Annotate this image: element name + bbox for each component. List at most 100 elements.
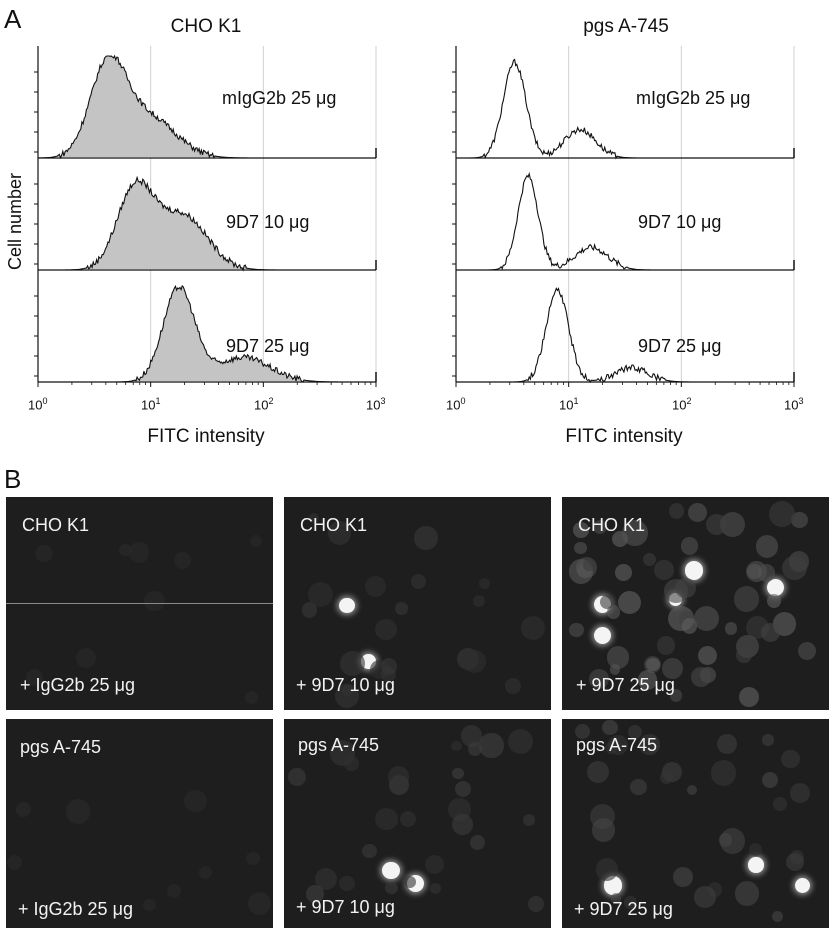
cell-spot [669, 689, 683, 702]
cell-spot [521, 616, 546, 641]
cell-spot [668, 503, 685, 519]
micrograph-pgs-9d7-25: pgs A-745 + 9D7 25 μg [562, 719, 829, 928]
histogram-outline-curve [456, 287, 794, 384]
cell-spot [606, 646, 630, 669]
cell-spot [248, 891, 272, 916]
micrograph-top-label: pgs A-745 [576, 735, 658, 755]
cell-spot [387, 765, 410, 788]
cell-spot [174, 552, 191, 569]
x-tick-right-3: 103 [784, 396, 804, 413]
cell-spot [522, 813, 535, 827]
cell-spot [470, 834, 486, 850]
histogram-filled-curve [38, 284, 376, 383]
cell-spot [627, 725, 643, 740]
cell-spot [591, 818, 616, 842]
cell-spot [375, 618, 397, 641]
micrograph-cho-k1-9d7-10: CHO K1 + 9D7 10 μg [284, 497, 551, 710]
cell-spot [583, 558, 595, 571]
cell-spot [761, 622, 781, 643]
cell-spot [505, 678, 521, 695]
cell-spot [143, 898, 156, 912]
cell-spot [430, 883, 441, 894]
cell-spot [672, 866, 694, 888]
bright-cell [766, 579, 784, 597]
cell-spot [786, 853, 805, 872]
cell-spot [574, 723, 590, 739]
histogram-column-pgs-a745 [452, 46, 795, 387]
cell-spot [143, 590, 165, 612]
cell-spot [15, 802, 31, 818]
cell-spot [128, 542, 150, 563]
cell-spot [343, 756, 359, 772]
cell-spot [460, 725, 483, 747]
cell-spot [757, 564, 775, 582]
cell-spot [569, 622, 584, 638]
cell-spot [697, 646, 718, 666]
cell-spot [385, 881, 398, 895]
row-label-right-2: 9D7 10 μg [638, 212, 722, 232]
cell-spot [769, 501, 796, 528]
cell-spot [65, 799, 91, 824]
bright-cell [603, 876, 622, 895]
cell-spot [781, 749, 800, 769]
cell-spot [643, 552, 657, 566]
panel-a-letter: A [4, 4, 22, 34]
row-label-left-2: 9D7 10 μg [226, 212, 310, 232]
x-tick-right-1: 101 [559, 396, 579, 413]
micrograph-top-label: CHO K1 [22, 515, 90, 535]
cell-spot [411, 574, 426, 589]
cell-spot [762, 772, 779, 789]
cell-spot [574, 541, 587, 555]
cell-spot [630, 778, 648, 796]
cell-spot [455, 780, 472, 797]
bright-cell [685, 561, 704, 580]
column-title-pgs-a745: pgs A-745 [583, 16, 669, 37]
cell-spot [308, 513, 320, 524]
cell-spot [380, 658, 398, 675]
cell-spot [749, 842, 762, 856]
cell-spot [198, 866, 212, 879]
row-label-left-1: mIgG2b 25 μg [222, 88, 337, 108]
x-tick-left-2: 102 [254, 396, 274, 413]
cell-spot [617, 591, 641, 615]
cell-spot [608, 735, 628, 755]
cell-spot [659, 770, 673, 784]
cell-spot [680, 536, 699, 555]
cell-spot [725, 622, 738, 635]
cell-spot [301, 602, 318, 618]
cell-spot [599, 594, 615, 609]
cell-spot [592, 520, 608, 535]
cell-spot [686, 785, 697, 796]
cell-spot [646, 657, 660, 671]
row-label-left-3: 9D7 25 μg [226, 336, 310, 356]
micrograph-bottom-label: + 9D7 10 μg [296, 675, 395, 695]
x-tick-right-2: 102 [672, 396, 692, 413]
row-label-right-3: 9D7 25 μg [638, 336, 722, 356]
histogram-outline-curve [456, 58, 794, 160]
cell-spot [790, 783, 811, 804]
cell-spot [595, 857, 619, 881]
cell-spot [718, 832, 733, 847]
cell-spot [403, 876, 416, 888]
micrograph-bottom-label: + 9D7 25 μg [574, 899, 673, 919]
cell-spot [34, 544, 53, 563]
cell-spot [710, 760, 736, 786]
cell-spot [687, 502, 708, 523]
cell-spot [6, 855, 22, 871]
cell-spot [249, 535, 262, 547]
cell-spot [414, 526, 438, 550]
cell-spot [479, 733, 504, 758]
cell-spot [755, 535, 779, 558]
histogram-column-cho-k1 [34, 46, 377, 387]
cell-spot [452, 767, 464, 780]
cell-spot [705, 513, 727, 536]
cell-spot [734, 881, 760, 907]
cell-spot [797, 642, 816, 660]
row-label-right-1: mIgG2b 25 μg [636, 88, 751, 108]
bright-cell [593, 626, 612, 644]
cell-spot [681, 618, 698, 634]
cell-spot [25, 669, 43, 687]
cell-spot [528, 895, 545, 912]
x-axis-label-right: FITC intensity [565, 426, 683, 447]
cell-spot [782, 556, 807, 581]
